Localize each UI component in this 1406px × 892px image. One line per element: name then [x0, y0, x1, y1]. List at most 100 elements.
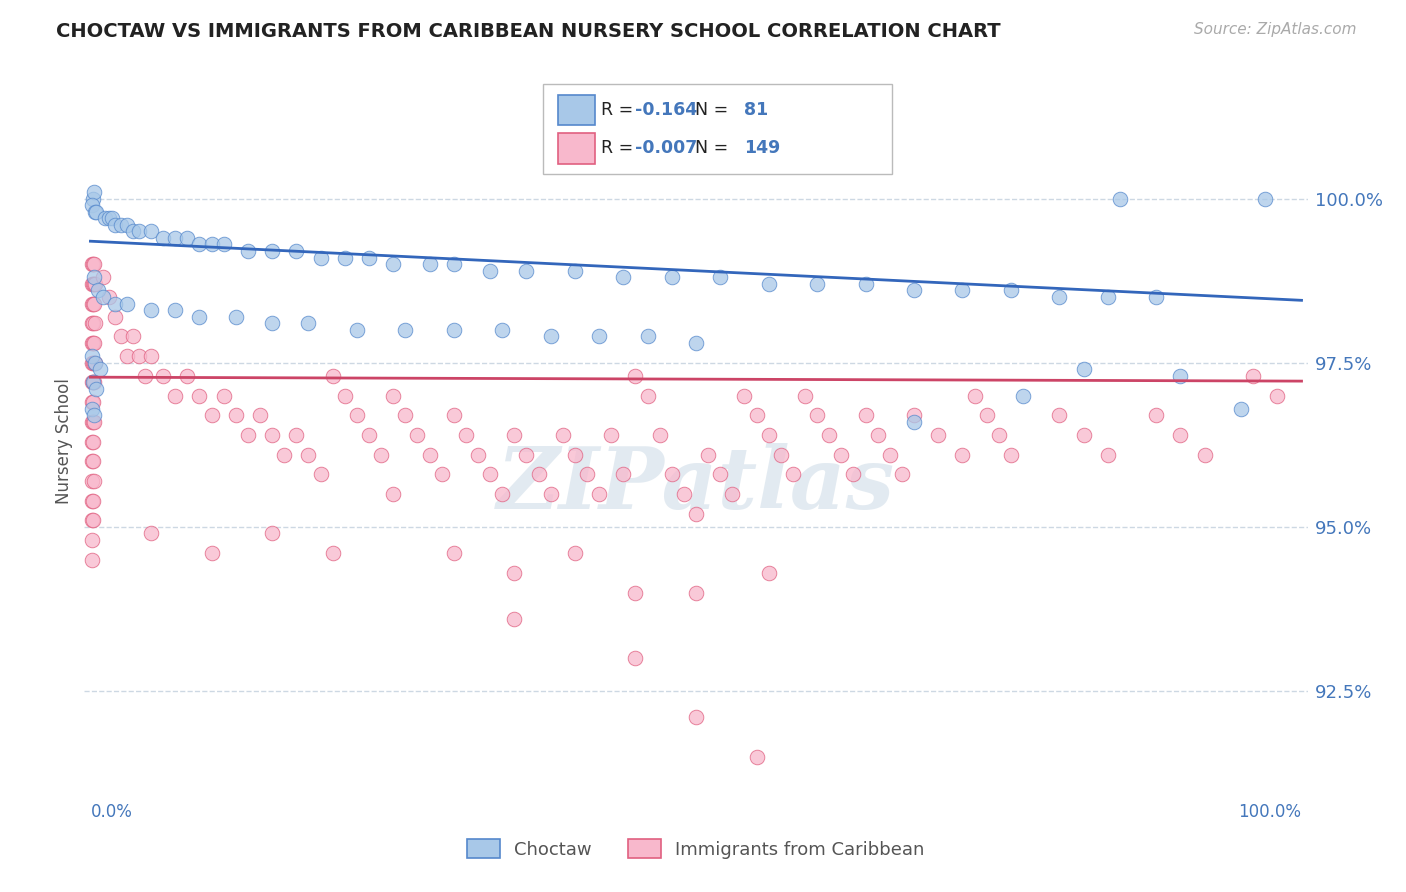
Point [503, 612, 526, 626]
Point [200, 237, 222, 252]
Point [322, 546, 344, 560]
FancyBboxPatch shape [543, 84, 891, 174]
Point [83, 270, 105, 285]
Point [491, 323, 513, 337]
Point [685, 507, 707, 521]
Point [188, 237, 211, 252]
Point [491, 487, 513, 501]
Point [212, 388, 235, 402]
Point [1073, 428, 1095, 442]
Point [80, 454, 103, 468]
Point [121, 224, 143, 238]
Point [80, 513, 103, 527]
Point [322, 368, 344, 383]
Point [94, 211, 117, 226]
Text: N =: N = [683, 139, 734, 157]
Point [624, 368, 647, 383]
Point [89, 362, 111, 376]
Point [80, 401, 103, 416]
Point [83, 296, 105, 310]
Point [110, 218, 132, 232]
Point [285, 428, 308, 442]
Point [84, 277, 107, 291]
Point [139, 303, 162, 318]
Point [794, 388, 817, 402]
Point [297, 316, 319, 330]
Point [1170, 368, 1192, 383]
Point [612, 467, 634, 482]
Text: 149: 149 [744, 139, 780, 157]
Point [82, 376, 104, 390]
Point [285, 244, 308, 258]
Point [262, 244, 284, 258]
Point [80, 474, 103, 488]
Point [637, 329, 659, 343]
Point [1241, 368, 1264, 383]
Point [200, 546, 222, 560]
Point [80, 277, 103, 291]
Point [406, 428, 429, 442]
Point [83, 356, 105, 370]
Point [1047, 290, 1070, 304]
Point [84, 356, 107, 370]
Text: CHOCTAW VS IMMIGRANTS FROM CARIBBEAN NURSERY SCHOOL CORRELATION CHART: CHOCTAW VS IMMIGRANTS FROM CARIBBEAN NUR… [56, 22, 1001, 41]
Y-axis label: Nursery School: Nursery School [55, 378, 73, 505]
Point [83, 257, 105, 271]
Point [128, 349, 150, 363]
Point [612, 270, 634, 285]
Point [273, 448, 295, 462]
Point [1230, 401, 1253, 416]
Point [1000, 284, 1022, 298]
Point [82, 336, 104, 351]
Point [262, 316, 284, 330]
Point [443, 323, 465, 337]
Point [624, 585, 647, 599]
Point [86, 284, 108, 298]
Point [769, 448, 792, 462]
Point [806, 277, 828, 291]
Point [139, 224, 162, 238]
Point [963, 388, 986, 402]
Point [101, 211, 124, 226]
Point [165, 231, 187, 245]
Text: -0.164: -0.164 [636, 101, 697, 119]
Point [297, 448, 319, 462]
Point [262, 526, 284, 541]
Point [82, 376, 104, 390]
Point [1144, 290, 1167, 304]
Text: 0.0%: 0.0% [90, 803, 132, 821]
Point [84, 316, 107, 330]
Point [1108, 192, 1130, 206]
Point [672, 487, 695, 501]
Point [588, 329, 610, 343]
Point [1097, 290, 1119, 304]
Point [262, 428, 284, 442]
Point [309, 467, 332, 482]
Point [430, 467, 453, 482]
Point [97, 290, 120, 304]
Point [82, 257, 104, 271]
Point [188, 310, 211, 324]
Point [685, 710, 707, 724]
Point [104, 296, 127, 310]
Point [903, 409, 925, 423]
Point [80, 415, 103, 429]
Point [903, 415, 925, 429]
Point [443, 546, 465, 560]
Point [82, 454, 104, 468]
Point [121, 329, 143, 343]
Point [115, 349, 138, 363]
Point [382, 388, 405, 402]
Point [443, 409, 465, 423]
Point [152, 231, 174, 245]
Point [855, 409, 877, 423]
Point [82, 493, 104, 508]
Legend: Choctaw, Immigrants from Caribbean: Choctaw, Immigrants from Caribbean [460, 832, 932, 866]
Point [382, 487, 405, 501]
Point [83, 336, 105, 351]
Point [1144, 409, 1167, 423]
Point [82, 356, 104, 370]
Point [115, 296, 138, 310]
Point [83, 415, 105, 429]
Point [927, 428, 949, 442]
